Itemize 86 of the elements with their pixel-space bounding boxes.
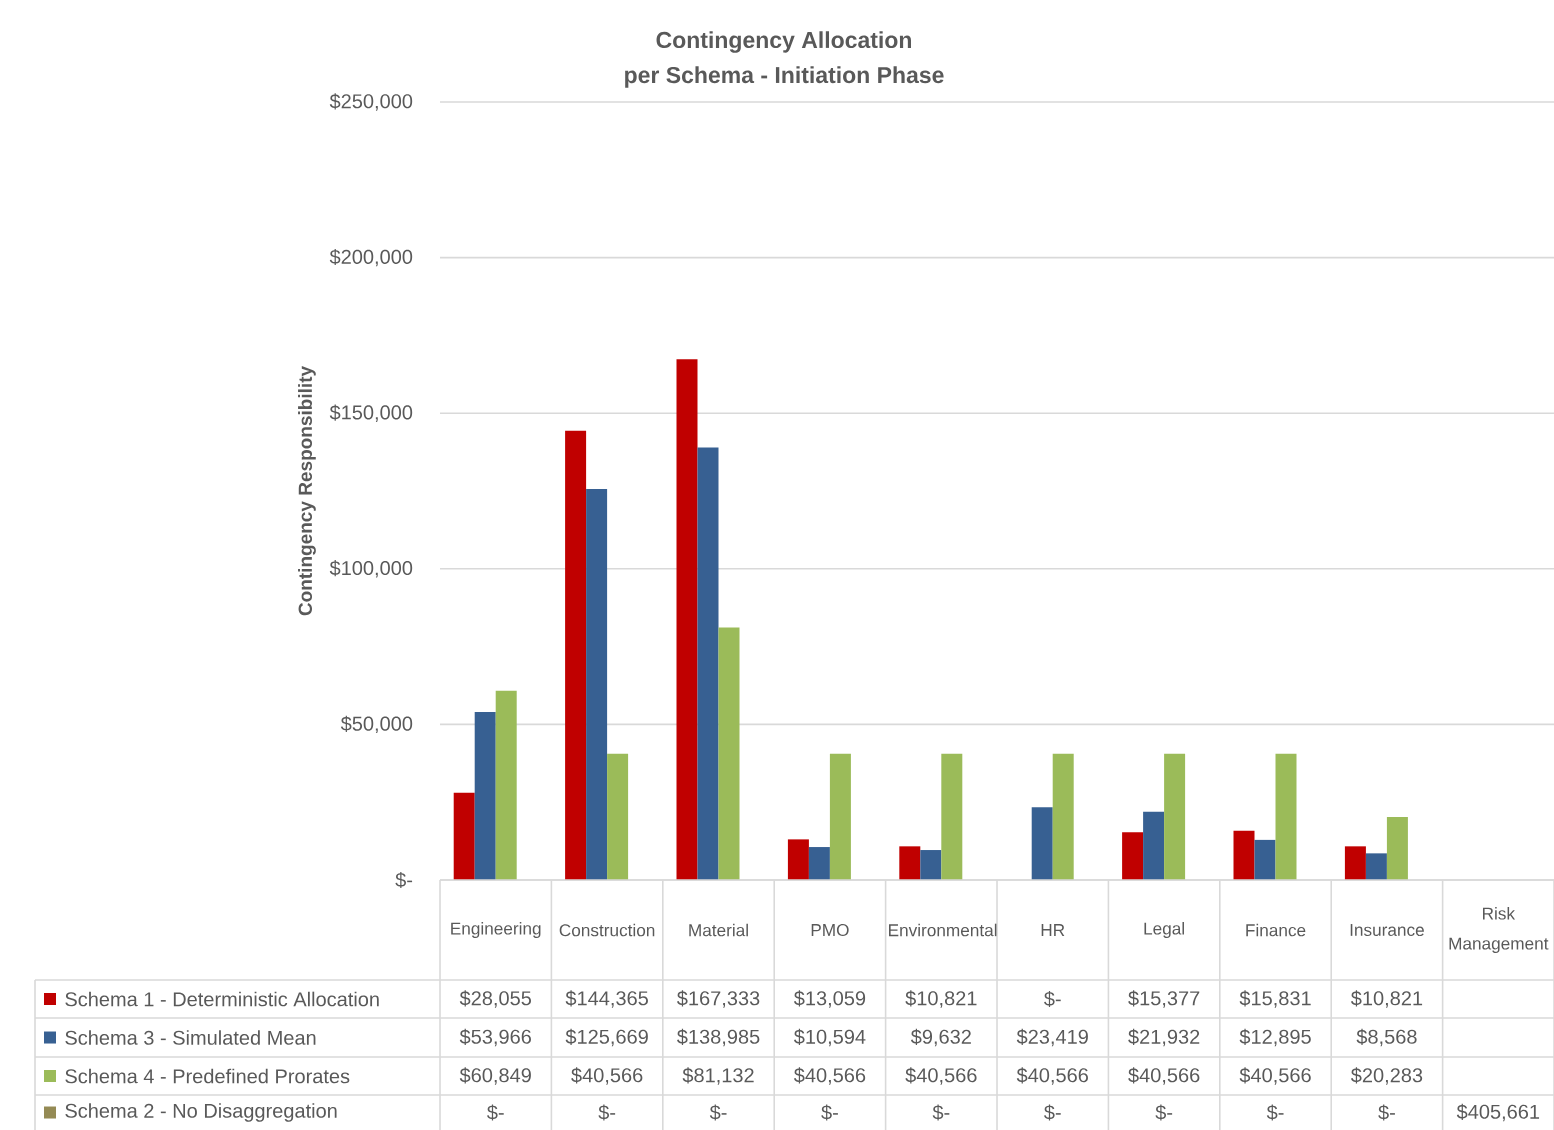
data-label: $40,566 [1128, 1067, 1200, 1085]
data-label: $21,932 [1128, 1028, 1200, 1047]
data-label: $8,568 [1356, 1028, 1417, 1047]
data-label: $15,831 [1239, 990, 1311, 1008]
legend-label: Schema 1 - Deterministic Allocation [65, 991, 379, 1007]
data-label: $- [1044, 990, 1061, 1008]
y-tick-label: $200,000 [329, 248, 413, 267]
bar [1275, 753, 1297, 881]
bar [1254, 839, 1276, 881]
bar [1031, 807, 1053, 881]
bar [1344, 846, 1366, 881]
x-tick-label: Material [689, 923, 748, 937]
data-label: $- [932, 1104, 950, 1121]
bar [829, 753, 851, 881]
y-tick-label: $50,000 [340, 715, 413, 734]
bar [941, 753, 963, 881]
bar [607, 753, 629, 881]
data-label: $- [1155, 1104, 1173, 1121]
data-label: $167,333 [677, 990, 760, 1008]
bar [474, 712, 496, 881]
data-label: $13,059 [793, 990, 866, 1008]
data-label: $144,365 [565, 990, 648, 1008]
data-label: $138,985 [677, 1028, 760, 1047]
x-tick-label: Environmental [889, 923, 997, 937]
legend-label: Schema 2 - No Disaggregation [65, 1103, 337, 1122]
data-label: $60,849 [459, 1067, 531, 1085]
data-label: $40,566 [571, 1067, 643, 1085]
bar [808, 847, 830, 881]
data-label: $12,895 [1239, 1028, 1311, 1047]
x-tick-label: Construction [559, 923, 655, 937]
legend-label: Schema 3 - Simulated Mean [65, 1030, 316, 1045]
data-label: $- [598, 1104, 616, 1121]
x-tick-label: Insurance [1350, 924, 1424, 936]
data-label: $23,419 [1016, 1028, 1088, 1047]
data-label: $15,377 [1128, 990, 1200, 1008]
data-label: $20,283 [1350, 1067, 1423, 1085]
data-label: $10,821 [905, 990, 977, 1008]
legend-label: Schema 4 - Predefined Prorates [65, 1068, 350, 1084]
data-label: $- [1266, 1104, 1284, 1121]
bar [586, 488, 608, 881]
x-tick-label: Legal [1144, 921, 1184, 939]
x-tick-label: Engineering [451, 921, 541, 939]
data-label: $81,132 [682, 1067, 754, 1085]
bar [1233, 830, 1255, 881]
data-label: $- [1044, 1104, 1061, 1121]
x-tick-label: HR [1041, 924, 1065, 936]
text: $405,661 [1456, 1103, 1540, 1122]
bar [1122, 832, 1144, 881]
bar [676, 359, 698, 881]
data-label: $40,566 [1016, 1067, 1088, 1085]
data-label: $28,055 [459, 990, 531, 1008]
bar [1143, 811, 1165, 881]
data-label: $40,566 [1239, 1067, 1311, 1085]
bar [697, 447, 719, 881]
x-tick-label: PMO [811, 923, 849, 937]
data-label: $125,669 [565, 1028, 648, 1047]
y-tick-label: $150,000 [329, 404, 413, 422]
data-label: $10,594 [793, 1028, 866, 1047]
chart-subtitle: per Schema - Initiation Phase [625, 66, 944, 88]
data-label: $- [487, 1104, 504, 1121]
chart-title: Contingency Allocation [656, 31, 911, 53]
data-label: $53,966 [459, 1028, 531, 1047]
bar [1386, 816, 1408, 881]
bar [1365, 853, 1387, 881]
x-tick-label: Risk Management [1449, 906, 1549, 954]
bar [718, 627, 740, 881]
bar [453, 792, 475, 881]
y-tick-label: $100,000 [329, 560, 413, 578]
bar [1164, 753, 1186, 881]
y-tick-label: $250,000 [329, 93, 413, 111]
bar [899, 846, 921, 881]
data-label: $- [821, 1104, 838, 1121]
bar [565, 430, 587, 881]
data-label: $- [1378, 1104, 1395, 1121]
data-label: $10,821 [1350, 990, 1423, 1008]
bar [787, 839, 809, 881]
data-label: $- [709, 1104, 727, 1121]
data-label: $9,632 [910, 1028, 971, 1047]
bar [495, 690, 517, 881]
data-label: $40,566 [793, 1067, 866, 1085]
data-label: $40,566 [905, 1067, 977, 1085]
x-tick-label: Finance [1246, 923, 1306, 937]
y-tick-label: $- [395, 871, 413, 889]
bar [1052, 753, 1074, 881]
y-axis-title: Contingency Responsibility [298, 366, 316, 616]
bar [920, 850, 942, 881]
